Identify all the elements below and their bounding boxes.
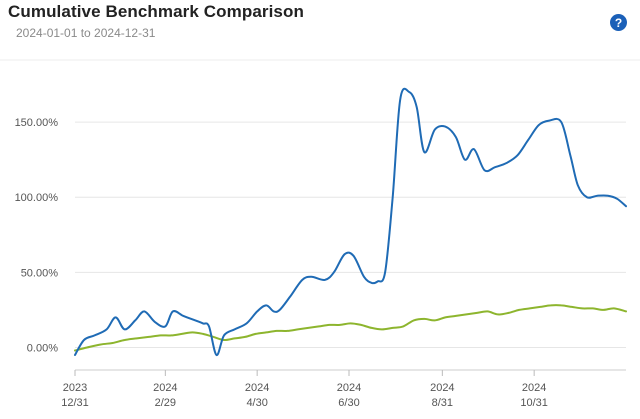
x-tick-label-date: 8/31 (432, 397, 453, 409)
help-button[interactable]: ? (610, 14, 627, 31)
x-tick-label-date: 4/30 (246, 397, 267, 409)
y-tick-label: 50.00% (21, 267, 59, 279)
date-range-subtitle: 2024-01-01 to 2024-12-31 (16, 26, 156, 40)
x-tick-label-year: 2024 (245, 382, 269, 394)
axes: 0.00% 50.00% 100.00% 150.00% 2023 12/31 2024 2/… (15, 117, 626, 409)
x-tick-label-year: 2024 (153, 382, 177, 394)
page-title: Cumulative Benchmark Comparison (8, 2, 304, 21)
x-tick-label-year: 2024 (337, 382, 361, 394)
x-tick-label-year: 2024 (430, 382, 454, 394)
y-tick-label: 0.00% (27, 342, 58, 354)
x-tick-label-date: 12/31 (61, 397, 89, 409)
x-tick-label-date: 6/30 (338, 397, 359, 409)
series-lines (74, 87, 627, 357)
grid-lines (75, 121, 626, 348)
x-tick-label-date: 10/31 (520, 397, 548, 409)
y-tick-label: 150.00% (15, 117, 59, 129)
x-tick-label-year: 2023 (63, 382, 87, 394)
x-tick-label-year: 2024 (522, 382, 546, 394)
series-line-primary (74, 87, 627, 357)
x-tick-label-date: 2/29 (155, 397, 176, 409)
series-line-benchmark (74, 304, 627, 352)
y-tick-label: 100.00% (15, 192, 59, 204)
